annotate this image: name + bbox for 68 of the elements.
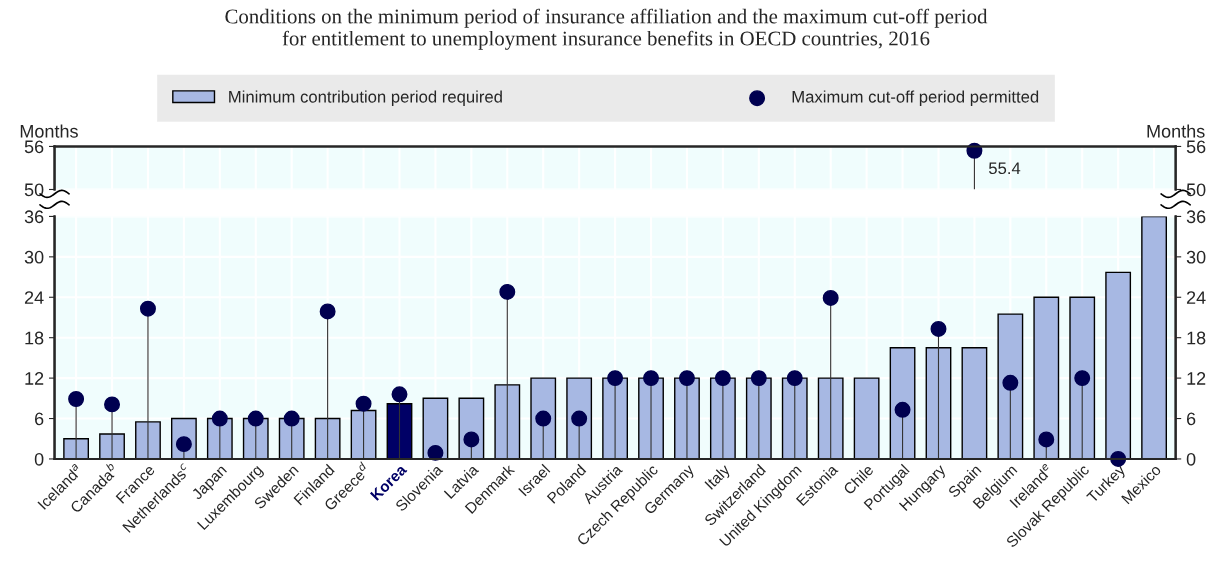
point — [571, 410, 588, 427]
point — [786, 370, 803, 387]
y-tick-label: 36 — [24, 210, 44, 224]
point — [1074, 370, 1091, 387]
y2-tick-label: 6 — [1186, 412, 1196, 426]
bar — [817, 377, 844, 459]
point — [822, 289, 839, 306]
y2-tick-label: 24 — [1186, 291, 1206, 304]
legend-label: Minimum contribution period required — [229, 90, 502, 106]
point — [678, 370, 695, 387]
y2-tick-label: 50 — [1186, 183, 1206, 197]
point — [139, 300, 156, 317]
y2-tick-label: 36 — [1186, 210, 1206, 224]
point — [283, 410, 300, 427]
y2-tick-label: 56 — [1186, 140, 1206, 154]
y-axis-title: Months — [20, 124, 78, 138]
y2-tick-label: 30 — [1186, 250, 1206, 264]
bar — [961, 347, 988, 459]
point — [1038, 431, 1055, 448]
bar — [135, 421, 161, 459]
point — [355, 395, 372, 412]
bar — [99, 433, 125, 459]
point — [894, 401, 911, 418]
point — [463, 431, 480, 448]
bar — [1141, 216, 1167, 459]
bar — [1033, 296, 1060, 459]
point — [319, 303, 336, 320]
point — [643, 370, 660, 387]
bar — [314, 417, 341, 459]
y-tick-label: 12 — [25, 372, 44, 385]
bar — [386, 403, 413, 459]
y2-tick-label: 12 — [1187, 372, 1206, 385]
bar — [1105, 271, 1132, 459]
bar — [1069, 296, 1096, 459]
y-tick-label: 18 — [25, 331, 44, 345]
point — [750, 370, 767, 387]
point — [247, 410, 264, 427]
point — [68, 391, 85, 407]
bar — [997, 313, 1024, 459]
bar — [781, 377, 808, 459]
y2-tick-label: 18 — [1187, 331, 1206, 345]
y-tick-label: 24 — [24, 291, 44, 304]
point — [499, 283, 516, 300]
point — [427, 444, 444, 461]
bar — [494, 384, 521, 459]
point — [535, 410, 552, 427]
point — [930, 320, 947, 337]
bar — [853, 377, 880, 459]
y-tick-label: 30 — [24, 250, 44, 264]
bar — [925, 347, 952, 459]
y-tick-label: 50 — [24, 183, 44, 197]
bar — [889, 347, 916, 459]
y-tick-label: 0 — [34, 452, 44, 466]
legend-label: Maximum cut-off period permitted — [792, 90, 1039, 106]
point — [104, 396, 121, 413]
chart-title: Conditions on the minimum period of insurance affiliation and the maximum cut-off period for entitlement to unemployment insurance benefits in OECD countries, 2016 — [225, 8, 988, 50]
y2-tick-label: 0 — [1186, 452, 1196, 466]
y-tick-label: 56 — [24, 140, 44, 154]
point — [1002, 374, 1019, 391]
annotation: 55.4 — [988, 162, 1021, 175]
y2-axis-title: Months — [1147, 124, 1205, 138]
y-tick-label: 6 — [35, 412, 44, 426]
bar — [350, 409, 377, 459]
point — [391, 386, 408, 403]
point — [211, 410, 228, 427]
bar — [745, 377, 772, 459]
point — [714, 370, 731, 387]
point — [607, 370, 624, 387]
